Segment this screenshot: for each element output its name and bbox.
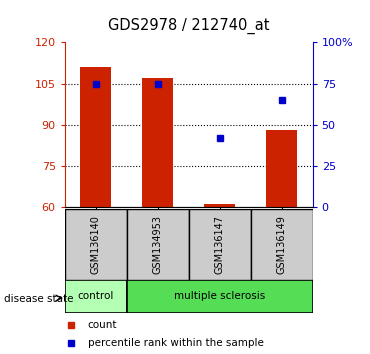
Text: GSM136149: GSM136149 xyxy=(277,215,287,274)
Text: GSM136140: GSM136140 xyxy=(91,215,101,274)
Text: control: control xyxy=(78,291,114,302)
Bar xyxy=(251,209,313,280)
Text: multiple sclerosis: multiple sclerosis xyxy=(174,291,265,302)
Bar xyxy=(204,204,235,207)
Bar xyxy=(80,67,111,207)
Bar xyxy=(127,280,313,313)
Bar xyxy=(65,209,127,280)
Text: count: count xyxy=(88,320,117,330)
Text: GSM136147: GSM136147 xyxy=(215,215,225,274)
Bar xyxy=(266,130,297,207)
Text: GSM134953: GSM134953 xyxy=(153,215,163,274)
Text: percentile rank within the sample: percentile rank within the sample xyxy=(88,338,264,348)
Text: GDS2978 / 212740_at: GDS2978 / 212740_at xyxy=(108,18,269,34)
Bar xyxy=(189,209,251,280)
Text: disease state: disease state xyxy=(4,294,73,304)
Bar xyxy=(127,209,189,280)
Bar xyxy=(65,280,127,313)
Bar xyxy=(142,78,173,207)
